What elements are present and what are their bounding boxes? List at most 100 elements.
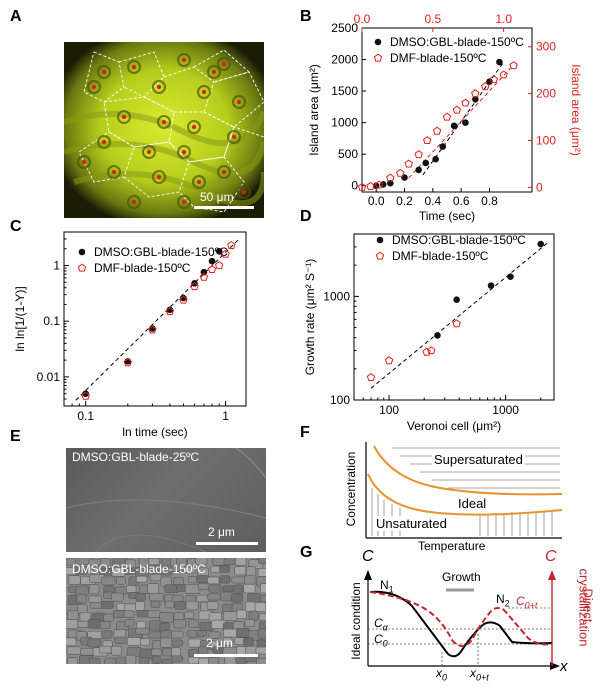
b-frame: [361, 27, 533, 193]
b-legend-label: DMF-blade-150ºC: [390, 51, 487, 65]
d-ytick-label: 1000: [323, 289, 350, 303]
d-point-dmf: [427, 346, 436, 355]
c-point-dmf: [190, 282, 199, 291]
b-point-dmf: [461, 98, 470, 107]
g-x0-label: x0: [436, 666, 447, 682]
b-point-dmf: [442, 112, 452, 121]
sem-grain: [219, 564, 230, 573]
panel-label-b: B: [300, 8, 312, 25]
nucleus-ring: [217, 165, 231, 179]
sem-image-bottom: [66, 558, 266, 664]
g-y-arrow: [364, 570, 372, 580]
sem-grain: [66, 558, 76, 566]
c-legend-marker: [77, 263, 87, 272]
g-x-axis-label: x: [560, 658, 568, 675]
d-point-dmf: [422, 347, 431, 356]
b-legend-marker: [374, 38, 382, 46]
sem-top-scalebar-label: 2 μm: [208, 525, 235, 539]
nucleus-dot: [222, 170, 226, 174]
g-x0t-sub: 0+t: [476, 672, 489, 683]
b-point-dmf: [489, 75, 498, 84]
d-legend-marker: [375, 251, 385, 260]
c-point-dmf: [221, 249, 230, 258]
g-x0-sub: 0: [442, 672, 448, 683]
nucleus-dot: [157, 85, 161, 89]
c-point-dmf: [123, 358, 132, 367]
sem-grain: [135, 593, 146, 601]
sem-grain: [115, 576, 126, 585]
g-dashed-curve: [369, 591, 553, 647]
b-point-dmso: [415, 166, 422, 174]
d-xtick-label: 1000: [492, 403, 519, 417]
g-calpha-sub: α: [382, 622, 388, 633]
sem-grain: [255, 646, 266, 655]
sem-top-texture: [66, 448, 266, 552]
b-xtick-label: 0.4: [424, 194, 441, 208]
d-legend-label: DMSO:GBL-blade-150ºC: [392, 233, 526, 247]
d-frame: [353, 233, 555, 401]
d-xlabel: Veronoi cell (μm²): [407, 419, 501, 433]
sem-grain: [101, 630, 113, 639]
g-c0-sub: 0: [382, 638, 388, 649]
nucleus-dot: [112, 170, 116, 174]
f-upper-curve: [373, 445, 563, 496]
c-point-dmso: [215, 248, 223, 255]
sem-grain: [151, 648, 163, 656]
g-right-vertical-label-2: crystallization: [576, 568, 592, 647]
g-right-arrow: [548, 570, 556, 580]
nucleus-dot: [92, 85, 96, 89]
g-x0t-label: x0+t: [470, 666, 489, 682]
f-label-ideal: Ideal: [456, 496, 489, 511]
d-point-dmf: [452, 319, 461, 328]
nucleus-ring: [187, 120, 201, 134]
panel-label-e: E: [10, 428, 21, 445]
sem-grain: [164, 600, 175, 609]
g-growth-label: Growth: [442, 570, 481, 584]
b-ylabel: Island area (μm²): [307, 64, 321, 156]
c-point-dmf: [165, 306, 175, 315]
nucleus-ring: [152, 80, 166, 94]
b-y2tick-label: 100: [536, 133, 556, 147]
g-c0t-label: C0+t: [516, 594, 537, 610]
nucleus-dot: [237, 100, 241, 104]
sem-grain: [151, 655, 162, 664]
b-point-dmf: [396, 168, 405, 177]
b-xtick-label: 0.6: [453, 194, 470, 208]
sem-grain: [88, 583, 100, 595]
nucleus-dot: [162, 120, 166, 124]
b-x2tick-label: 0.5: [424, 12, 441, 26]
b-xtick-label: 0.2: [396, 194, 413, 208]
panel-label-c: C: [10, 218, 22, 235]
g-c0-label: C0: [374, 632, 388, 648]
nucleus-ring: [127, 195, 141, 209]
sem-grain: [66, 657, 79, 664]
f-label-super: Supersaturated: [432, 452, 525, 467]
sem-grain: [236, 609, 247, 619]
sem-grain: [195, 558, 208, 566]
f-lower-curve: [367, 473, 563, 516]
nucleus-dot: [197, 180, 201, 184]
b-point-dmso: [387, 179, 394, 187]
nucleus-ring: [192, 175, 206, 189]
sem-grain: [235, 558, 247, 566]
nucleus-ring: [97, 65, 111, 79]
nucleus-ring: [77, 155, 91, 169]
d-legend-label: DMF-blade-150ºC: [392, 249, 489, 263]
nucleus-dot: [202, 90, 206, 94]
d-legend-marker: [376, 236, 384, 244]
nucleus-ring: [207, 65, 221, 79]
b-xtick-label: 0.8: [481, 194, 498, 208]
g-x0: x: [436, 666, 442, 680]
g-guides: [368, 607, 552, 666]
c-point-dmf: [199, 272, 209, 281]
sem-grain: [125, 559, 137, 568]
d-ylabel: Growth rate (μm² S⁻¹): [303, 259, 317, 376]
d-point-dmf: [384, 356, 394, 365]
c-legend-marker: [78, 248, 86, 256]
b-legend-marker: [373, 53, 383, 62]
b-ytick-label: 0: [351, 179, 358, 193]
sem-grain: [149, 564, 161, 574]
c-point-dmso: [200, 268, 208, 276]
d-point-dmso: [453, 296, 460, 303]
